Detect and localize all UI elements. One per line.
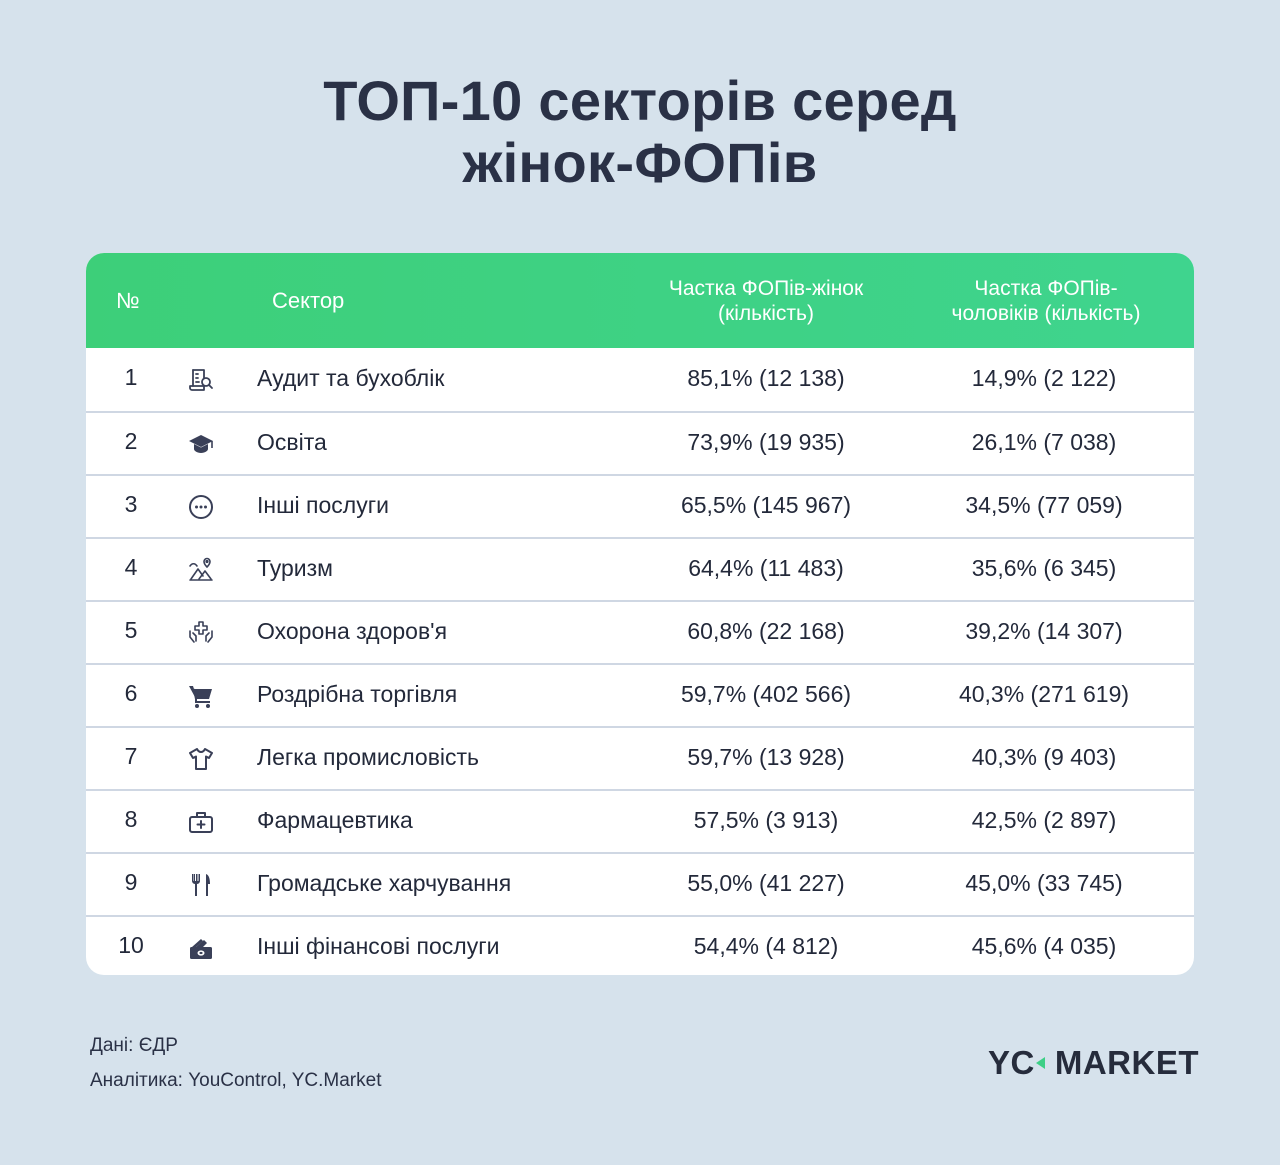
- header-female-line-2: (кількість): [718, 301, 814, 325]
- female-share: 59,7% (13 928): [687, 744, 845, 770]
- male-share: 14,9% (2 122): [971, 365, 1117, 391]
- table-row: 5 Охорона здоров'я 60,8% (22 168) 39,2% …: [86, 600, 1194, 663]
- male-share: 45,0% (33 745): [965, 870, 1123, 896]
- row-number: 8: [124, 806, 138, 832]
- row-number: 9: [124, 869, 138, 895]
- male-share: 26,1% (7 038): [971, 429, 1117, 455]
- row-number: 10: [118, 932, 144, 958]
- table-row: 7 Легка промисловість 59,7% (13 928) 40,…: [86, 726, 1194, 789]
- shopping-cart-icon: [186, 665, 216, 726]
- logo-yc: YC: [988, 1044, 1035, 1081]
- sector-name: Освіта: [257, 429, 327, 455]
- row-number: 1: [124, 364, 138, 390]
- female-share: 85,1% (12 138): [687, 365, 845, 391]
- header-male-line-1: Частка ФОПів-: [974, 276, 1118, 300]
- header-male-share: Частка ФОПів- чоловіків (кількість): [906, 253, 1186, 348]
- sector-name: Роздрібна торгівля: [257, 681, 458, 707]
- title-line-2: жінок-ФОПів: [462, 131, 818, 194]
- medical-kit-icon: [186, 791, 216, 852]
- female-share: 65,5% (145 967): [680, 492, 852, 518]
- sector-name: Інші послуги: [257, 492, 389, 518]
- male-share: 39,2% (14 307): [965, 618, 1123, 644]
- female-share: 57,5% (3 913): [693, 807, 839, 833]
- table-row: 1 Аудит та бухоблік 85,1% (12 138) 14,9%…: [86, 348, 1194, 411]
- header-male-line-2: чоловіків (кількість): [951, 301, 1141, 325]
- mountain-location-icon: [186, 539, 216, 600]
- row-number: 4: [124, 554, 138, 580]
- female-share: 73,9% (19 935): [687, 429, 845, 455]
- graduation-cap-icon: [186, 413, 216, 474]
- male-share: 40,3% (9 403): [971, 744, 1117, 770]
- male-share: 45,6% (4 035): [971, 933, 1117, 959]
- sector-name: Фармацевтика: [257, 807, 413, 833]
- sector-name: Охорона здоров'я: [257, 618, 448, 644]
- title-line-1: ТОП-10 секторів серед: [323, 69, 957, 132]
- table-row: 8 Фармацевтика 57,5% (3 913) 42,5% (2 89…: [86, 789, 1194, 852]
- table-row: 3 Інші послуги 65,5% (145 967) 34,5% (77…: [86, 474, 1194, 537]
- row-number: 3: [124, 491, 138, 517]
- sector-name: Громадське харчування: [257, 870, 512, 896]
- health-care-hands-icon: [186, 602, 216, 663]
- more-dots-icon: [186, 476, 216, 537]
- header-sector: Сектор: [272, 288, 345, 313]
- table-body: 1 Аудит та бухоблік 85,1% (12 138) 14,9%…: [86, 348, 1194, 975]
- audit-icon: [186, 348, 216, 411]
- sector-name: Легка промисловість: [257, 744, 480, 770]
- table-row: 6 Роздрібна торгівля 59,7% (402 566) 40,…: [86, 663, 1194, 726]
- fork-knife-icon: [186, 854, 216, 915]
- row-number: 6: [124, 680, 138, 706]
- table-row: 2 Освіта 73,9% (19 935) 26,1% (7 038): [86, 411, 1194, 474]
- table-header: № Сектор Частка ФОПів-жінок (кількість) …: [86, 253, 1194, 348]
- row-number: 5: [124, 617, 138, 643]
- table-row: 4 Туризм 64,4% (11 483) 35,6% (6 345): [86, 537, 1194, 600]
- sector-name: Аудит та бухоблік: [257, 365, 445, 391]
- header-num: №: [116, 288, 140, 313]
- t-shirt-icon: [186, 728, 216, 789]
- table-row: 10 Інші фінансові послуги 54,4% (4 812) …: [86, 915, 1194, 975]
- header-female-share: Частка ФОПів-жінок (кількість): [626, 253, 906, 348]
- female-share: 60,8% (22 168): [687, 618, 845, 644]
- male-share: 34,5% (77 059): [965, 492, 1123, 518]
- yc-market-logo: YC MARKET: [988, 1044, 1199, 1082]
- row-number: 7: [124, 743, 138, 769]
- sector-name: Інші фінансові послуги: [257, 933, 500, 959]
- sectors-table: № Сектор Частка ФОПів-жінок (кількість) …: [86, 253, 1194, 975]
- female-share: 64,4% (11 483): [688, 555, 844, 581]
- money-icon: [186, 917, 216, 975]
- logo-market: MARKET: [1054, 1044, 1199, 1081]
- male-share: 35,6% (6 345): [971, 555, 1117, 581]
- female-share: 54,4% (4 812): [693, 933, 839, 959]
- page-title: ТОП-10 секторів серед жінок-ФОПів: [0, 70, 1280, 194]
- female-share: 59,7% (402 566): [680, 681, 852, 707]
- table-row: 9 Громадське харчування 55,0% (41 227) 4…: [86, 852, 1194, 915]
- male-share: 42,5% (2 897): [971, 807, 1117, 833]
- row-number: 2: [124, 428, 138, 454]
- logo-arrow-icon: [1035, 1057, 1045, 1069]
- female-share: 55,0% (41 227): [687, 870, 845, 896]
- header-female-line-1: Частка ФОПів-жінок: [668, 276, 864, 300]
- sector-name: Туризм: [257, 555, 333, 581]
- male-share: 40,3% (271 619): [958, 681, 1130, 707]
- data-source: Дані: ЄДР: [90, 1035, 178, 1056]
- analytics-credit: Аналітика: YouControl, YC.Market: [90, 1070, 382, 1091]
